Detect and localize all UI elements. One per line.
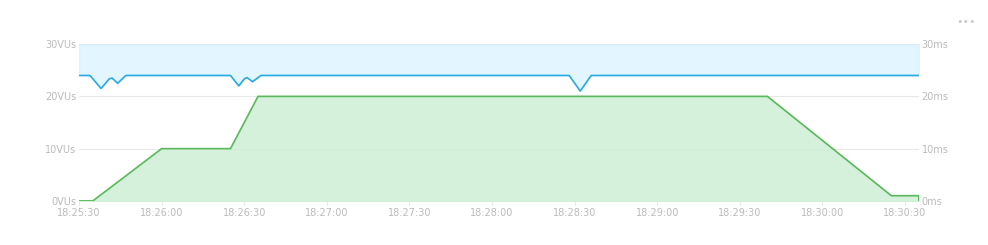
Text: •••: ••• xyxy=(956,17,976,27)
